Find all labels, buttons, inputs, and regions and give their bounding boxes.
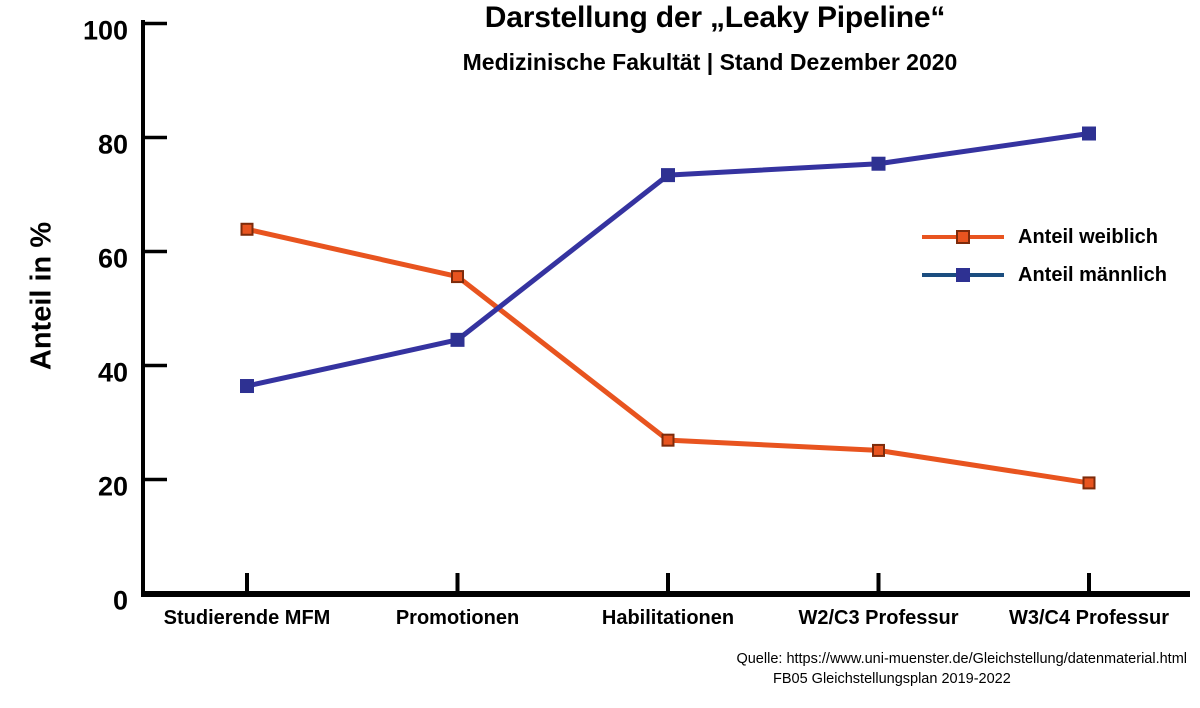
x-category-label: Promotionen	[396, 607, 519, 629]
legend: Anteil weiblich Anteil männlich	[922, 218, 1167, 294]
x-category-label: W3/C4 Professur	[1009, 607, 1169, 629]
y-tick	[145, 363, 167, 368]
x-category-label: Habilitationen	[602, 607, 734, 629]
legend-label-weiblich: Anteil weiblich	[1018, 225, 1159, 248]
x-tick	[455, 573, 460, 591]
data-point-marker	[1082, 476, 1096, 490]
y-tick-label: 20	[98, 472, 128, 502]
data-point-marker	[240, 379, 254, 394]
y-tick-label: 60	[98, 244, 128, 274]
chart-subtitle: Medizinische Fakultät | Stand Dezember 2…	[462, 49, 958, 75]
data-point-marker	[872, 443, 885, 457]
y-tick	[145, 477, 167, 482]
x-category-label: W2/C3 Professur	[798, 607, 958, 629]
legend-item-weiblich: Anteil weiblich	[922, 218, 1167, 256]
x-tick	[1087, 573, 1091, 591]
y-tick	[145, 249, 167, 254]
y-tick-label: 40	[98, 358, 128, 388]
source-line-1: Quelle: https://www.uni-muenster.de/Glei…	[736, 651, 1187, 667]
y-tick-label: 0	[113, 586, 128, 616]
x-tick	[245, 573, 249, 591]
x-axis	[141, 591, 1190, 597]
data-point-marker	[661, 433, 675, 447]
y-axis-title: Anteil in %	[25, 221, 58, 371]
y-tick-label: 80	[98, 130, 128, 160]
data-point-marker	[450, 332, 465, 347]
data-point-marker	[451, 270, 464, 284]
x-tick	[666, 573, 670, 591]
legend-marker-weiblich-icon	[922, 229, 1004, 245]
data-point-marker	[240, 222, 254, 236]
source-line-2: FB05 Gleichstellungsplan 2019-2022	[773, 671, 1011, 687]
legend-item-maennlich: Anteil männlich	[922, 256, 1167, 294]
legend-label-maennlich: Anteil männlich	[1018, 263, 1167, 286]
x-tick	[876, 573, 881, 591]
y-tick	[145, 21, 167, 26]
data-point-marker	[1082, 126, 1096, 141]
x-category-label: Studierende MFM	[164, 607, 331, 629]
y-axis	[141, 20, 145, 597]
data-point-marker	[871, 156, 886, 171]
y-tick	[145, 135, 167, 140]
chart-title: Darstellung der „Leaky Pipeline“	[484, 1, 946, 34]
data-point-marker	[661, 168, 675, 183]
y-tick-label: 100	[83, 16, 128, 46]
legend-marker-maennlich-icon	[922, 267, 1004, 283]
